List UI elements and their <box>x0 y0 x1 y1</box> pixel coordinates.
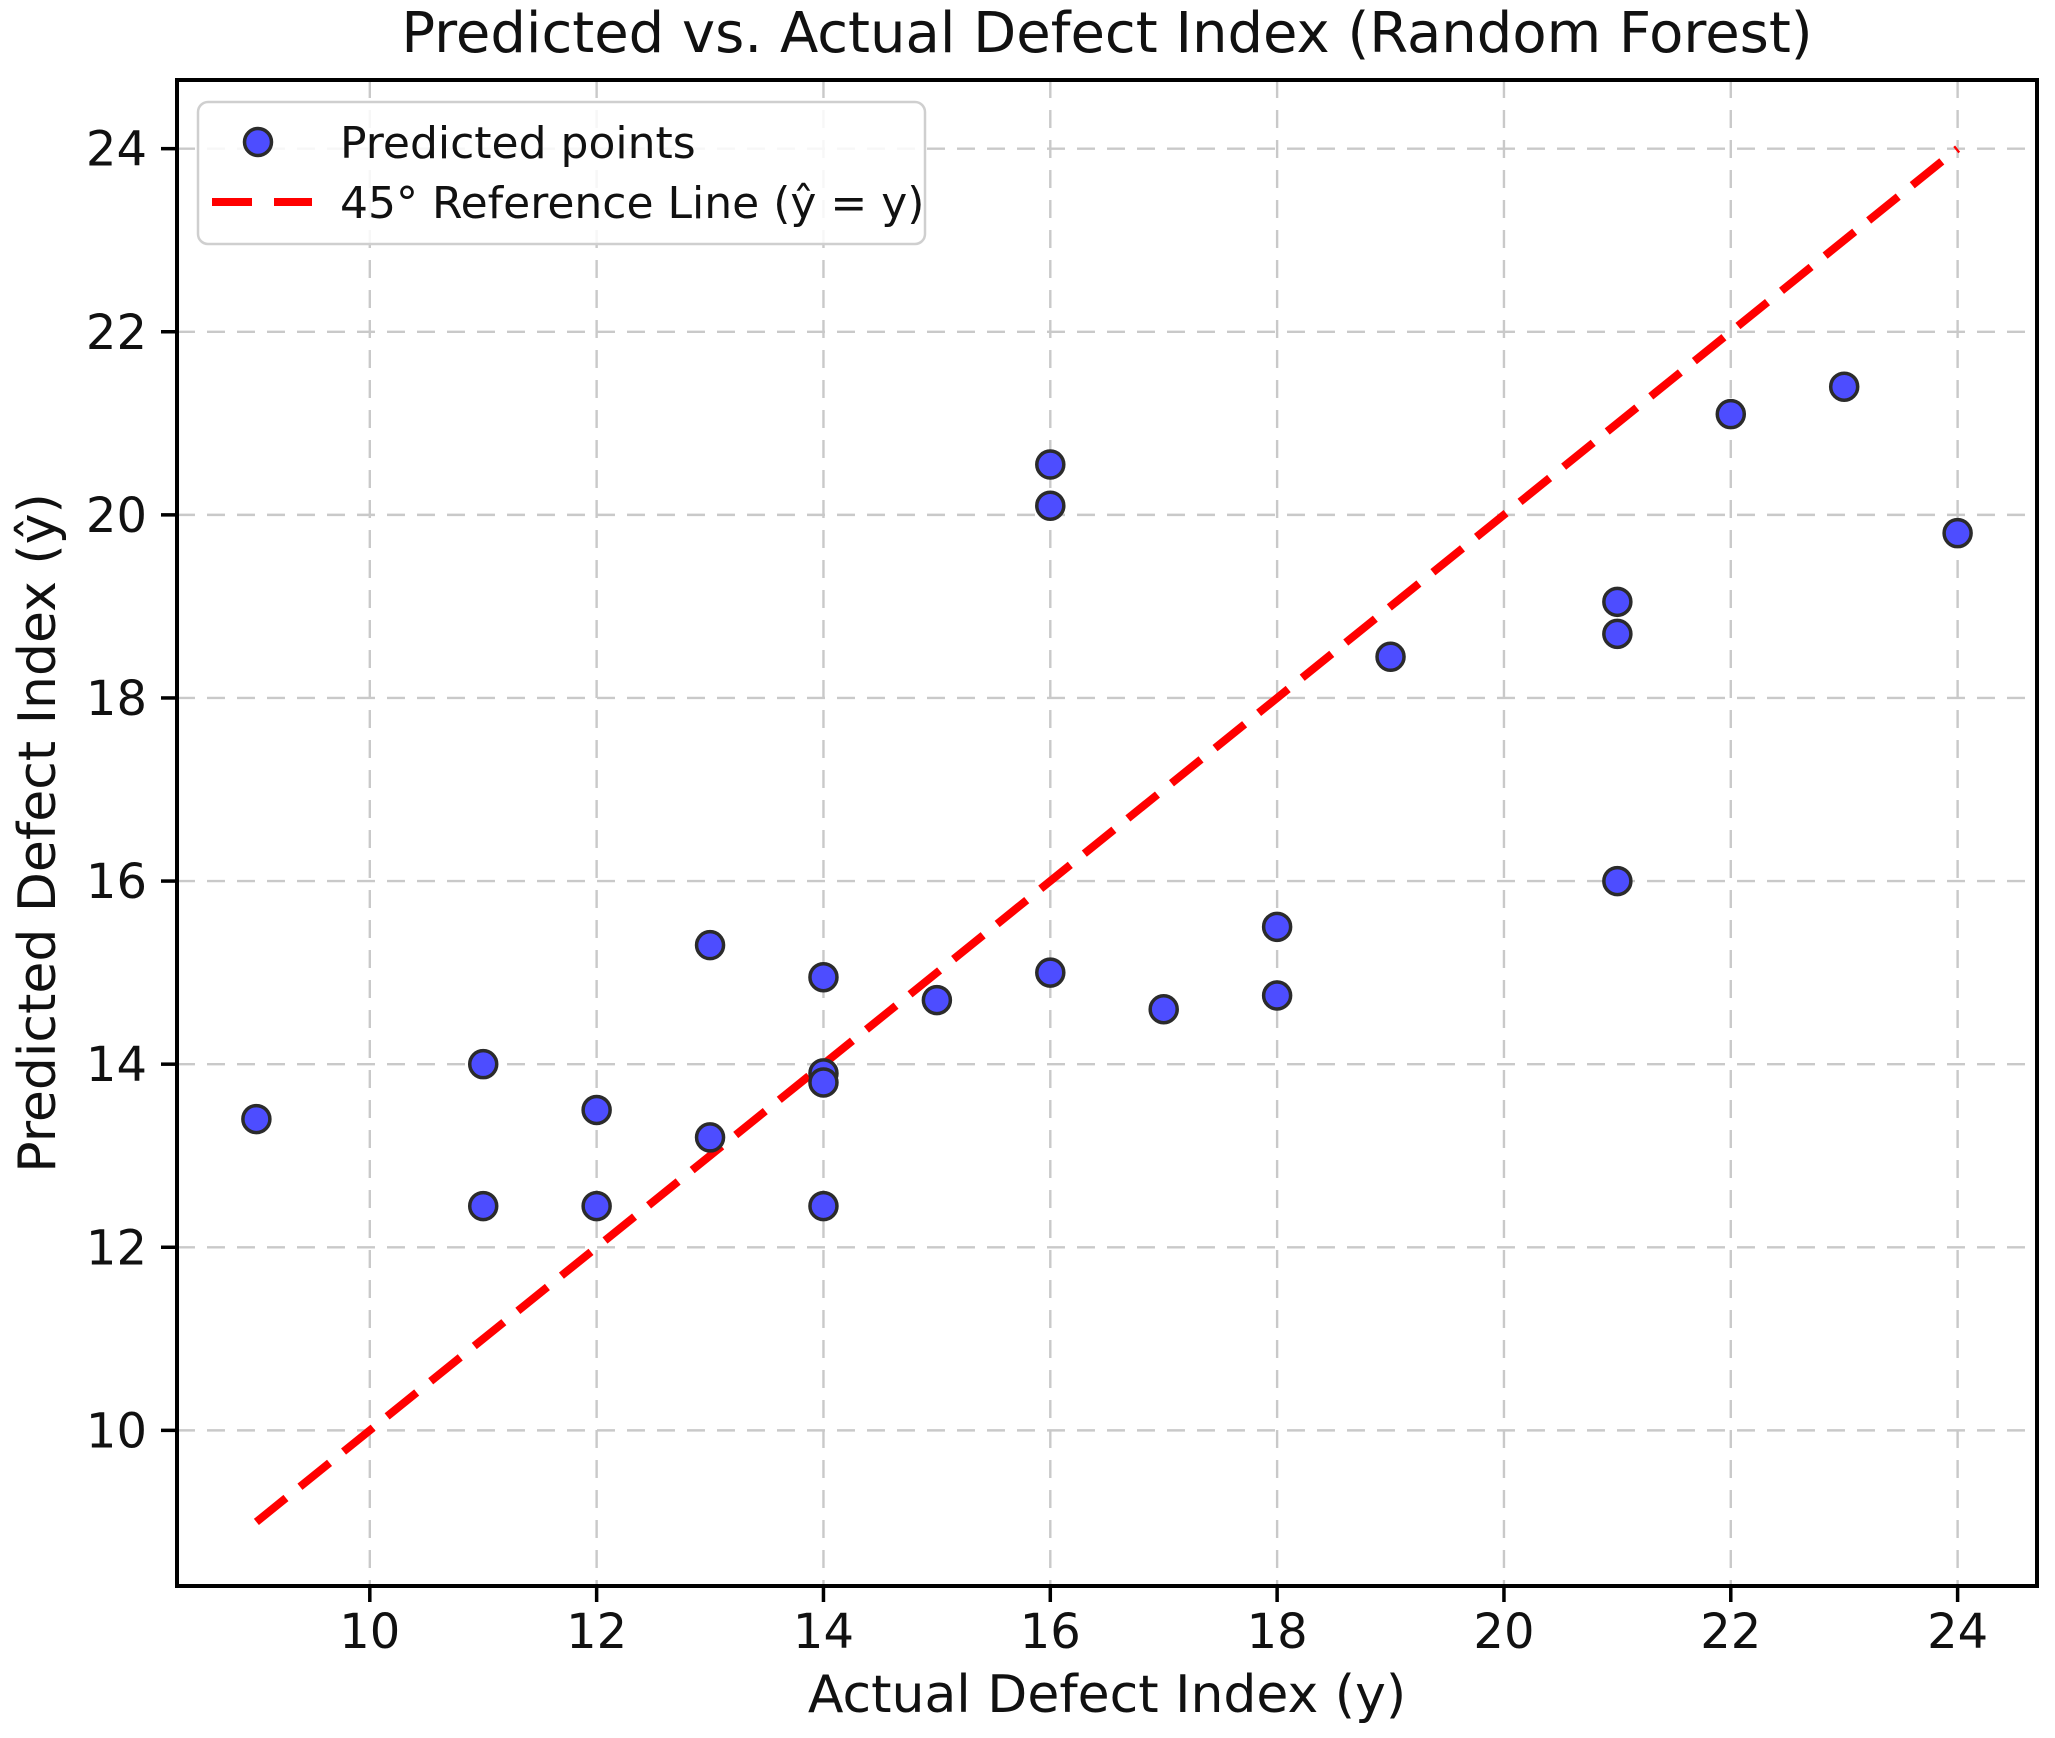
plot-border <box>175 78 2039 1588</box>
y-tick-label: 10 <box>86 1403 147 1459</box>
x-tick-label: 18 <box>1247 1604 1308 1660</box>
scatter-point <box>808 1067 839 1098</box>
scatter-point <box>1261 980 1293 1011</box>
legend-box <box>196 100 927 246</box>
scatter-point <box>808 961 839 993</box>
legend-marker-predicted-points <box>242 126 274 158</box>
x-tick-label: 24 <box>1927 1604 1988 1660</box>
scatter-point <box>581 1190 612 1222</box>
scatter-point <box>1035 957 1066 988</box>
x-tick-label: 12 <box>566 1604 627 1660</box>
x-tick-label: 22 <box>1700 1604 1761 1660</box>
x-tick-label: 10 <box>339 1604 400 1660</box>
scatter-point <box>694 929 726 961</box>
y-tick-label: 18 <box>86 671 147 727</box>
scatter-point <box>808 1190 839 1222</box>
chart-title: Predicted vs. Actual Defect Index (Rando… <box>401 1 1812 66</box>
scatter-point <box>921 984 953 1016</box>
y-tick-label: 16 <box>86 854 147 910</box>
y-axis-label: Predicted Defect Index (ŷ) <box>8 493 68 1173</box>
x-tick-label: 14 <box>793 1604 854 1660</box>
legend-label-predicted-points: Predicted points <box>340 118 696 169</box>
reference-line-45deg <box>253 145 1961 1526</box>
scatter-point <box>1942 517 1973 549</box>
y-tick-label: 12 <box>86 1220 147 1276</box>
reference-line-group <box>253 145 1961 1526</box>
x-tick-label: 16 <box>1020 1604 1081 1660</box>
x-tick-labels: 10 12 14 16 18 20 22 24 <box>339 1604 1988 1660</box>
scatter-point <box>694 1122 726 1153</box>
axis-ticks <box>161 146 1960 1602</box>
y-tick-label: 14 <box>86 1037 147 1093</box>
scatter-point <box>1602 618 1633 650</box>
scatter-point <box>241 1103 272 1135</box>
y-tick-label: 24 <box>86 122 147 178</box>
legend-label-reference-line: 45° Reference Line (ŷ = y) <box>340 178 924 229</box>
scatter-point <box>1261 911 1293 943</box>
scatter-point <box>1828 371 1860 402</box>
scatter-point <box>1375 641 1406 673</box>
scatter-point <box>1602 865 1633 897</box>
scatter-point <box>467 1190 499 1222</box>
scatter-point <box>581 1094 612 1126</box>
x-axis-label: Actual Defect Index (y) <box>808 1665 1406 1725</box>
legend: Predicted points 45° Reference Line (ŷ =… <box>196 100 927 246</box>
scatter-point <box>1035 449 1066 480</box>
y-tick-label: 20 <box>86 488 147 544</box>
scatter-point <box>1715 398 1747 430</box>
scatter-point <box>1602 586 1633 618</box>
scatter-point <box>1035 490 1066 521</box>
scatter-point <box>1148 993 1179 1025</box>
y-tick-labels: 10 12 14 16 18 20 22 24 <box>86 122 147 1460</box>
scatter-point <box>467 1048 499 1080</box>
y-tick-label: 22 <box>86 305 147 361</box>
scatter-points-group <box>241 371 1973 1222</box>
x-tick-label: 20 <box>1473 1604 1534 1660</box>
